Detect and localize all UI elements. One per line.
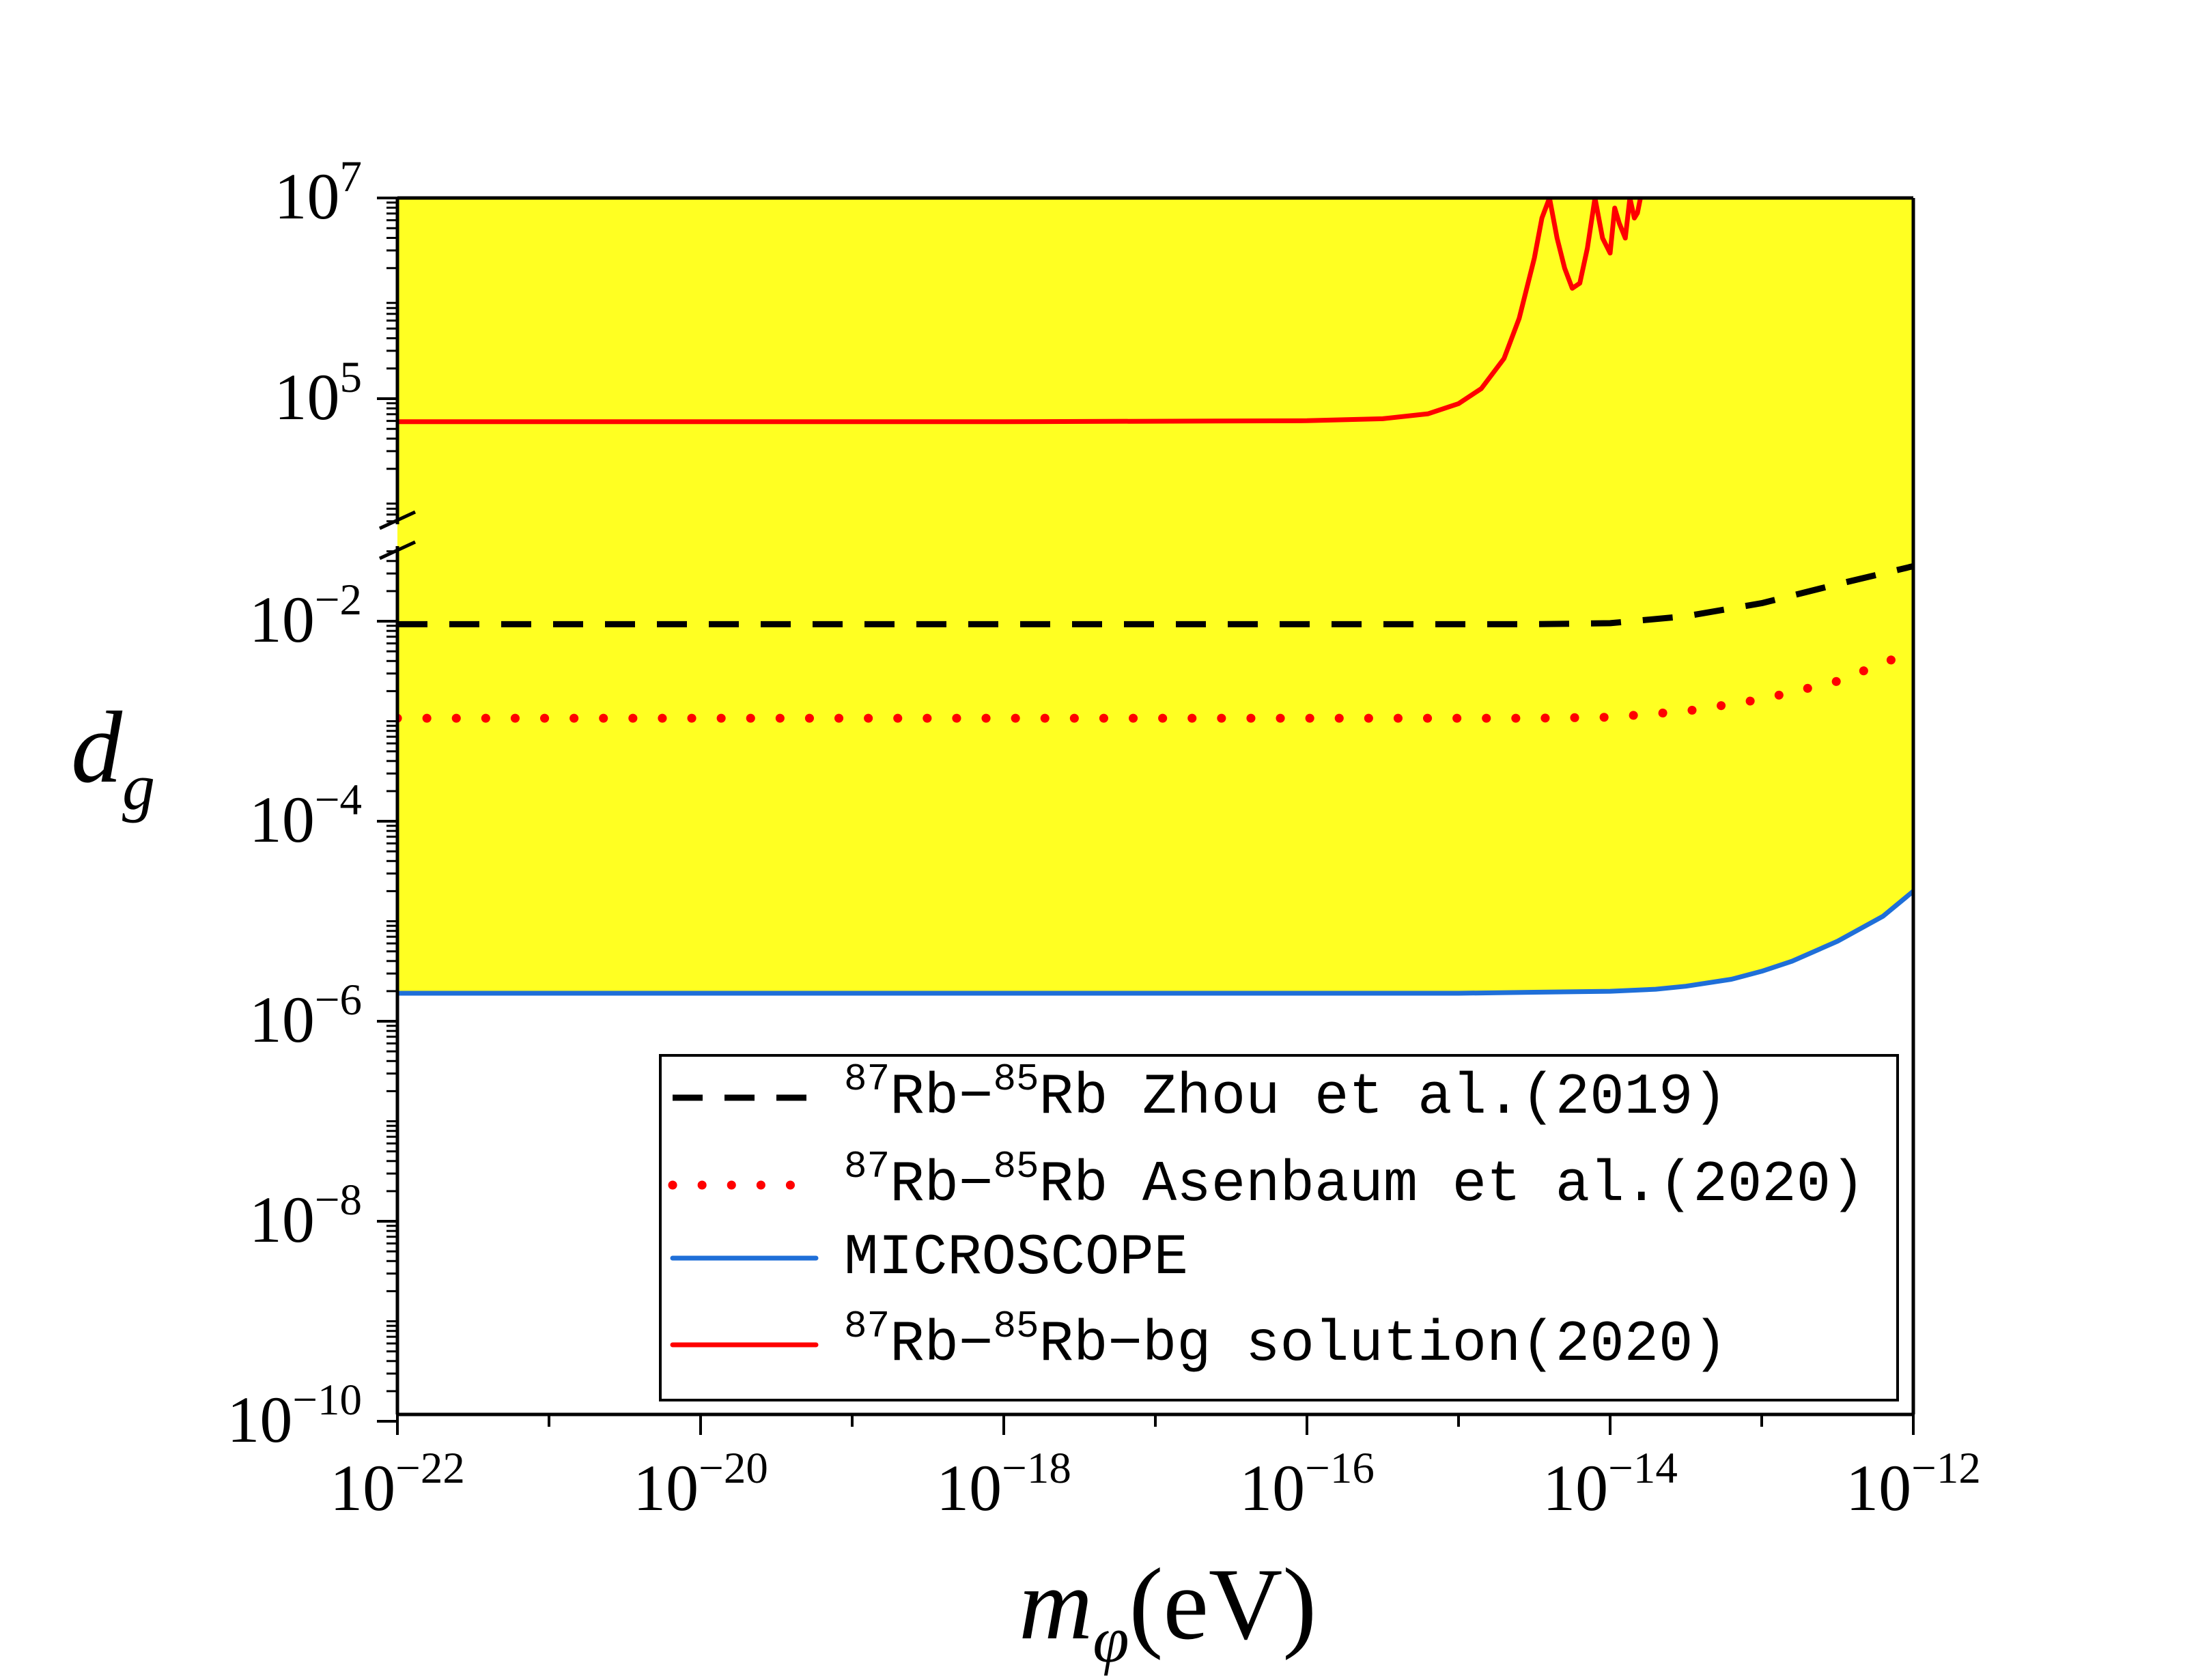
x-tick-label-exp: −18 <box>1002 1444 1071 1493</box>
tick-labels: 10−22 10−20 10−18 10−16 10−14 10−1210710510−2… <box>227 152 1981 1524</box>
y-tick-label-exp: 5 <box>340 353 363 402</box>
y-tick-label-base: 10 <box>249 583 315 656</box>
legend-label-asenbaum: 87Rb−85Rb Asenbaum et al.(2020) <box>844 1145 1865 1218</box>
x-axis-title: mφ(eV) <box>1019 1548 1317 1676</box>
legend-box <box>659 1054 1899 1401</box>
x-tick-label-base: 10 <box>1543 1451 1608 1524</box>
legend-superscript: 87 <box>844 1305 890 1348</box>
y-tick-label: 105 <box>274 353 363 433</box>
x-tick-label-base: 10 <box>936 1451 1002 1524</box>
legend-superscript: 87 <box>844 1057 890 1101</box>
y-tick-label-base: 10 <box>274 160 340 233</box>
x-tick-label-base: 10 <box>1846 1451 1911 1524</box>
legend-text-part: Rb Zhou et al.(2019) <box>1039 1066 1728 1130</box>
x-tick-label-exp: −20 <box>699 1444 768 1493</box>
series-lines <box>397 198 1913 996</box>
axis-titles: mφ(eV) dg <box>71 691 1317 1676</box>
excluded-region-fill <box>397 198 1913 993</box>
y-tick-label-base: 10 <box>249 1183 315 1256</box>
x-tick-label-exp: −16 <box>1305 1444 1375 1493</box>
x-tick-label-base: 10 <box>330 1451 395 1524</box>
x-axis-title-sub: φ <box>1093 1603 1129 1676</box>
y-tick-label-base: 10 <box>274 360 340 433</box>
y-tick-label: 10−6 <box>249 976 362 1056</box>
x-tick-label-base: 10 <box>633 1451 699 1524</box>
y-tick-label-exp: −8 <box>315 1176 362 1225</box>
legend-text-part: Rb− <box>890 1313 993 1378</box>
x-tick-label-base: 10 <box>1239 1451 1305 1524</box>
axis-break-mark-upper <box>378 510 417 530</box>
legend-text-part: Rb− <box>890 1066 993 1130</box>
legend-text-part: Rb Asenbaum et al.(2020) <box>1039 1153 1866 1218</box>
series-line-microscope <box>397 889 1913 996</box>
y-axis-title-sub: g <box>122 750 155 823</box>
y-axis-title: dg <box>71 691 155 823</box>
excluded-region <box>397 198 1913 993</box>
y-tick-label-base: 10 <box>249 983 315 1056</box>
x-axis-title-main: m <box>1019 1548 1093 1661</box>
legend-label-bg: 87Rb−85Rb−bg solution(2020) <box>844 1305 1728 1378</box>
y-tick-label-exp: −2 <box>315 575 362 625</box>
ticks <box>377 197 1915 1435</box>
y-axis-title-main: d <box>71 691 123 804</box>
y-tick-label: 10−2 <box>249 575 362 656</box>
x-tick-label: 10−12 <box>1846 1444 1981 1524</box>
legend-superscript: 85 <box>993 1145 1039 1188</box>
legend: 87Rb−85Rb Zhou et al.(2019)87Rb−85Rb Ase… <box>659 1054 1899 1401</box>
x-tick-label-exp: −12 <box>1911 1444 1981 1493</box>
y-tick-label-exp: −10 <box>292 1376 362 1425</box>
series-line-bg <box>397 198 1643 425</box>
y-tick-label: 10−10 <box>227 1376 362 1456</box>
x-tick-label: 10−22 <box>330 1444 465 1524</box>
legend-text-part: MICROSCOPE <box>844 1226 1188 1291</box>
legend-superscript: 87 <box>844 1145 890 1188</box>
y-tick-label-base: 10 <box>249 783 315 856</box>
legend-label-zhou: 87Rb−85Rb Zhou et al.(2019) <box>844 1057 1728 1130</box>
y-tick-label-exp: −4 <box>315 775 362 825</box>
y-tick-label: 107 <box>274 152 363 233</box>
y-tick-label-exp: 7 <box>340 152 363 201</box>
y-tick-label-exp: −6 <box>315 976 362 1025</box>
legend-text-part: Rb−bg solution(2020) <box>1039 1313 1728 1378</box>
y-tick-label-base: 10 <box>227 1383 292 1456</box>
axis-break-mark-lower <box>378 540 417 560</box>
x-axis-title-unit: (eV) <box>1129 1548 1317 1661</box>
x-tick-label: 10−14 <box>1543 1444 1678 1524</box>
x-tick-label-exp: −22 <box>395 1444 465 1493</box>
y-tick-label: 10−8 <box>249 1176 362 1256</box>
x-tick-label: 10−20 <box>633 1444 768 1524</box>
x-tick-label: 10−18 <box>936 1444 1071 1524</box>
y-tick-label: 10−4 <box>249 775 362 856</box>
x-tick-label-exp: −14 <box>1608 1444 1678 1493</box>
x-tick-label: 10−16 <box>1239 1444 1375 1524</box>
legend-superscript: 85 <box>993 1057 1039 1101</box>
legend-label-microscope: MICROSCOPE <box>844 1226 1188 1291</box>
legend-superscript: 85 <box>993 1305 1039 1348</box>
legend-text-part: Rb− <box>890 1153 993 1218</box>
